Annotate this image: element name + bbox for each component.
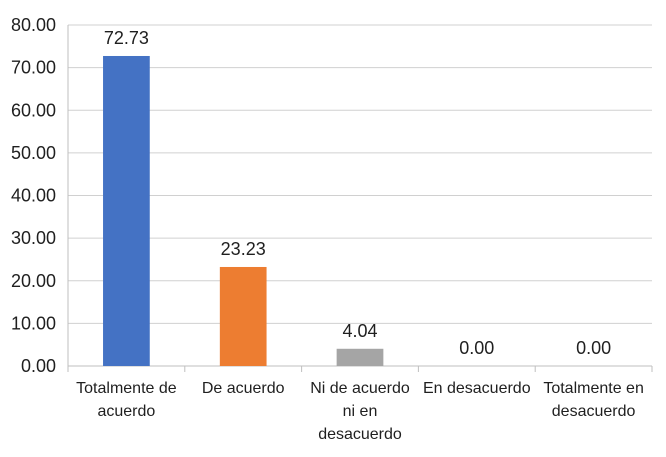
y-tick-label: 0.00 — [21, 356, 56, 376]
bar — [219, 266, 267, 366]
y-tick-label: 70.00 — [11, 58, 56, 78]
y-tick-label: 20.00 — [11, 271, 56, 291]
y-tick-label: 40.00 — [11, 186, 56, 206]
category-label: Totalmente en desacuerdo — [543, 380, 644, 420]
data-label: 72.73 — [104, 28, 149, 48]
data-label: 4.04 — [342, 321, 377, 341]
y-tick-label: 50.00 — [11, 143, 56, 163]
category-label: De acuerdo — [202, 380, 285, 397]
bar — [103, 55, 150, 367]
y-tick-label: 80.00 — [11, 15, 56, 35]
data-label: 0.00 — [459, 338, 494, 358]
data-label: 0.00 — [576, 338, 611, 358]
category-label: Ni de acuerdo ni en desacuerdo — [310, 380, 410, 443]
gridlines — [68, 24, 652, 324]
y-tick-label: 10.00 — [11, 313, 56, 333]
category-label: Totalmente de acuerdo — [76, 380, 177, 420]
y-tick-label: 30.00 — [11, 228, 56, 248]
category-label: En desacuerdo — [423, 380, 531, 397]
data-label: 23.23 — [221, 239, 266, 259]
bars — [103, 55, 384, 367]
bar — [336, 348, 384, 366]
y-tick-label: 60.00 — [11, 100, 56, 120]
labels: 0.00 10.00 20.00 30.00 40.00 50.00 60.00 70.00 8… — [11, 15, 644, 443]
